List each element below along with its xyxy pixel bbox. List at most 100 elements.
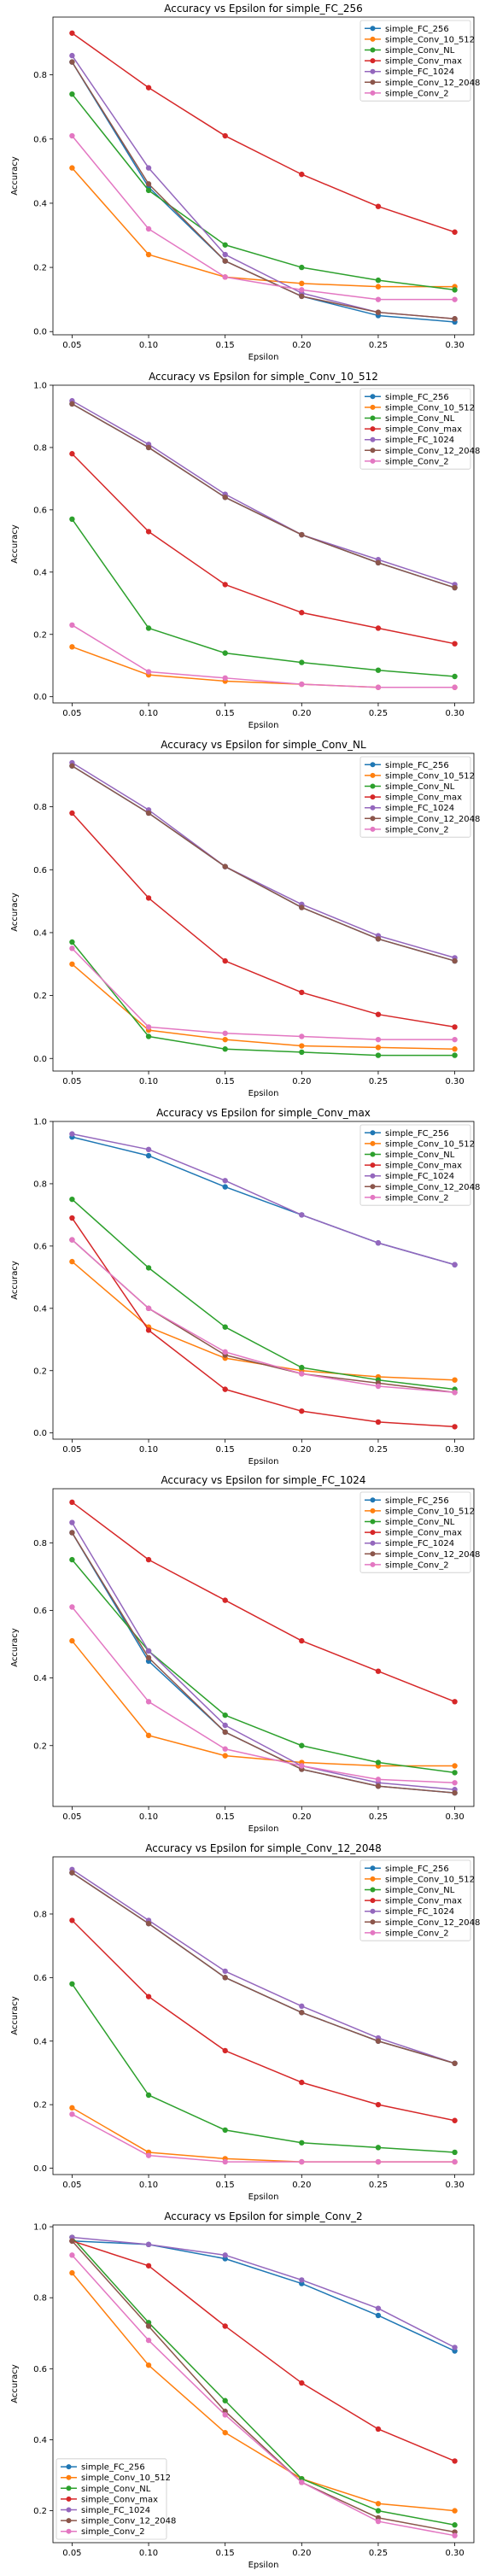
data-point bbox=[299, 609, 305, 616]
series-line bbox=[72, 400, 455, 585]
data-point bbox=[299, 904, 305, 910]
data-point bbox=[145, 1264, 152, 1271]
y-axis-label: Accuracy bbox=[10, 1628, 20, 1667]
y-tick-label: 1.0 bbox=[33, 1117, 47, 1127]
data-point bbox=[145, 1152, 152, 1158]
y-tick-label: 0.2 bbox=[33, 2101, 47, 2111]
legend-swatch-marker bbox=[66, 2485, 72, 2491]
legend-swatch-marker bbox=[370, 1551, 376, 1557]
y-tick-label: 0.0 bbox=[33, 2164, 47, 2174]
data-point bbox=[222, 1975, 228, 1981]
x-tick-label: 0.05 bbox=[62, 1812, 81, 1822]
legend-swatch-marker bbox=[370, 1519, 376, 1525]
data-point bbox=[299, 1742, 305, 1749]
series-group bbox=[69, 2105, 458, 2165]
data-point bbox=[69, 1500, 75, 1506]
legend-entry-label: simple_FC_1024 bbox=[385, 804, 454, 813]
legend-entry-label: simple_Conv_10_512 bbox=[385, 1876, 475, 1885]
data-point bbox=[452, 1045, 458, 1052]
data-point bbox=[69, 132, 75, 139]
data-point bbox=[452, 2159, 458, 2165]
data-point bbox=[375, 1668, 382, 1675]
legend-entry-label: simple_Conv_2 bbox=[385, 1929, 449, 1939]
data-point bbox=[452, 2149, 458, 2156]
x-tick-label: 0.25 bbox=[369, 2549, 388, 2558]
legend-swatch-marker bbox=[370, 1183, 376, 1189]
x-tick-label: 0.20 bbox=[292, 2549, 311, 2558]
legend-swatch-marker bbox=[370, 425, 376, 431]
data-point bbox=[452, 1790, 458, 1796]
data-point bbox=[452, 1036, 458, 1043]
y-tick-label: 0.8 bbox=[33, 443, 47, 453]
legend-swatch-marker bbox=[370, 90, 376, 96]
data-point bbox=[222, 1177, 228, 1184]
legend-entry-label: simple_Conv_NL bbox=[81, 2485, 151, 2494]
legend-entry-label: simple_Conv_12_2048 bbox=[385, 1550, 480, 1560]
data-point bbox=[375, 684, 382, 690]
line-chart: Accuracy vs Epsilon for simple_Conv_10_5… bbox=[10, 371, 480, 730]
data-point bbox=[222, 2397, 228, 2403]
chart-title: Accuracy vs Epsilon for simple_Conv_10_5… bbox=[149, 371, 378, 383]
series-line bbox=[72, 1133, 455, 1266]
data-point bbox=[299, 2479, 305, 2485]
data-point bbox=[222, 242, 228, 248]
series-line bbox=[71, 1983, 455, 2153]
legend-swatch-marker bbox=[370, 415, 376, 421]
data-point bbox=[452, 673, 458, 680]
line-chart: Accuracy vs Epsilon for simple_Conv_12_2… bbox=[10, 1842, 480, 2202]
x-tick-label: 0.10 bbox=[139, 1445, 158, 1455]
data-point bbox=[452, 1770, 458, 1776]
legend-entry-label: simple_Conv_NL bbox=[385, 1518, 455, 1527]
x-tick-label: 0.15 bbox=[216, 341, 235, 350]
legend-entry-label: simple_Conv_max bbox=[385, 57, 462, 67]
x-tick-label: 0.30 bbox=[445, 341, 464, 350]
legend-entry-label: simple_FC_256 bbox=[81, 2463, 145, 2473]
line-chart: Accuracy vs Epsilon for simple_Conv_2 0.0… bbox=[10, 2210, 475, 2570]
series-group bbox=[69, 59, 458, 322]
data-point bbox=[222, 2323, 228, 2329]
data-point bbox=[452, 684, 458, 690]
series-group bbox=[69, 2234, 458, 2351]
y-tick-label: 0.8 bbox=[33, 1911, 47, 1920]
data-point bbox=[452, 1023, 458, 1030]
data-point bbox=[145, 1023, 152, 1030]
legend-entry-label: simple_FC_256 bbox=[385, 760, 449, 770]
y-tick-label: 0.8 bbox=[33, 803, 47, 812]
legend-entry-label: simple_Conv_max bbox=[385, 1529, 462, 1538]
series-group bbox=[69, 401, 458, 591]
data-point bbox=[222, 258, 228, 264]
legend-swatch-marker bbox=[370, 458, 376, 464]
y-tick-label: 0.4 bbox=[33, 1674, 47, 1683]
data-point bbox=[222, 1183, 228, 1190]
data-point bbox=[222, 675, 228, 681]
y-tick-label: 0.2 bbox=[33, 992, 47, 1001]
data-point bbox=[222, 1030, 228, 1036]
legend-swatch-marker bbox=[370, 47, 376, 53]
y-tick-label: 0.6 bbox=[33, 1242, 47, 1251]
legend-swatch-marker bbox=[370, 783, 376, 789]
series-line bbox=[71, 167, 455, 288]
legend-entry-label: simple_Conv_NL bbox=[385, 1150, 455, 1160]
data-point bbox=[375, 2426, 382, 2433]
data-point bbox=[145, 1648, 152, 1654]
data-point bbox=[69, 2269, 75, 2276]
legend-box bbox=[359, 20, 471, 102]
legend: simple_FC_256simple_Conv_10_512simple_Co… bbox=[359, 1124, 480, 1206]
series-group bbox=[69, 1870, 458, 2067]
line-chart: Accuracy vs Epsilon for simple_Conv_max 0… bbox=[10, 1107, 480, 1467]
chart-title: Accuracy vs Epsilon for simple_Conv_12_2… bbox=[145, 1842, 381, 1854]
x-tick-label: 0.10 bbox=[139, 1812, 158, 1822]
data-point bbox=[299, 1043, 305, 1049]
data-point bbox=[375, 625, 382, 631]
data-point bbox=[69, 52, 75, 59]
y-tick-label: 0.6 bbox=[33, 1974, 47, 1983]
series-group bbox=[69, 810, 458, 1030]
series-group bbox=[69, 2252, 458, 2538]
legend-entry-label: simple_Conv_10_512 bbox=[385, 771, 475, 781]
series-group bbox=[69, 30, 458, 235]
data-point bbox=[375, 277, 382, 284]
legend-swatch-marker bbox=[370, 1162, 376, 1168]
legend-swatch-marker bbox=[370, 36, 376, 42]
legend-entry-label: simple_FC_256 bbox=[385, 25, 449, 34]
